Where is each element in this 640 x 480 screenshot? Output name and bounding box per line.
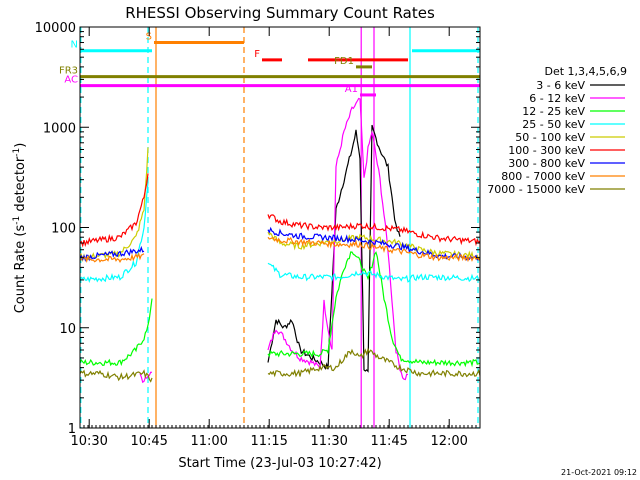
y-tick-label: 100 bbox=[51, 222, 76, 237]
flag-label: F bbox=[254, 49, 260, 60]
chart-title: RHESSI Observing Summary Count Rates bbox=[125, 4, 435, 22]
y-tick-label: 1 bbox=[68, 422, 76, 437]
y-axis-label: Count Rate (s-1 detector-1) bbox=[12, 143, 28, 314]
series-line-3 bbox=[79, 182, 481, 283]
legend-entry-label: 3 - 6 keV bbox=[536, 79, 585, 92]
x-axis-label: Start Time (23-Jul-03 10:27:42) bbox=[178, 456, 381, 471]
plot-frame bbox=[79, 26, 481, 429]
flag-label: A1 bbox=[345, 84, 358, 95]
legend-entry-label: 12 - 25 keV bbox=[522, 105, 585, 118]
series-line-6 bbox=[79, 226, 481, 263]
y-axis-label-sup2: -1 bbox=[12, 148, 22, 157]
flag-label: N bbox=[71, 40, 78, 51]
footer-timestamp: 21-Oct-2021 09:12 bbox=[561, 468, 637, 477]
axes-layer: 1 10 100 1000 10000 10:30 10:45 11:00 11:15 11:30… bbox=[35, 21, 481, 449]
legend-entry-label: 50 - 100 keV bbox=[515, 131, 585, 144]
y-tick-label: 10000 bbox=[35, 21, 76, 36]
x-tick-label: 11:15 bbox=[250, 434, 287, 449]
x-tick-label: 11:45 bbox=[370, 434, 407, 449]
x-tick-label: 10:30 bbox=[70, 434, 107, 449]
flag-label: S bbox=[146, 32, 152, 43]
flag-label: FR3 bbox=[59, 66, 78, 77]
y-axis-label-part2: detector bbox=[13, 156, 28, 216]
legend-entry-label: 7000 - 15000 keV bbox=[487, 183, 585, 196]
y-axis-label-part3: ) bbox=[13, 143, 28, 148]
legend-entry-label: 100 - 300 keV bbox=[508, 144, 585, 157]
y-axis-label-sup1: -1 bbox=[12, 216, 22, 225]
series-line-7 bbox=[79, 236, 481, 264]
flag-label: FD1 bbox=[334, 56, 354, 67]
series-line-1 bbox=[139, 97, 409, 384]
y-axis-label-part1: Count Rate (s bbox=[13, 225, 28, 314]
series-layer bbox=[79, 97, 481, 384]
series-line-8 bbox=[79, 347, 481, 383]
legend-entry-label: 25 - 50 keV bbox=[522, 118, 585, 131]
flag-label: AC bbox=[64, 75, 78, 86]
series-line-2 bbox=[79, 251, 481, 368]
y-tick-label: 1000 bbox=[43, 121, 76, 136]
x-tick-label: 12:00 bbox=[430, 434, 467, 449]
plot-layer bbox=[80, 27, 479, 428]
legend-entry-label: 300 - 800 keV bbox=[508, 157, 585, 170]
x-tick-label: 11:30 bbox=[310, 434, 347, 449]
x-tick-label: 10:45 bbox=[130, 434, 167, 449]
legend-entry-label: 6 - 12 keV bbox=[529, 92, 585, 105]
legend-title: Det 1,3,4,5,6,9 bbox=[544, 65, 627, 78]
y-tick-label: 10 bbox=[59, 322, 76, 337]
series-line-5 bbox=[79, 173, 481, 248]
x-tick-label: 11:00 bbox=[190, 434, 227, 449]
legend-entry-label: 800 - 7000 keV bbox=[501, 170, 585, 183]
